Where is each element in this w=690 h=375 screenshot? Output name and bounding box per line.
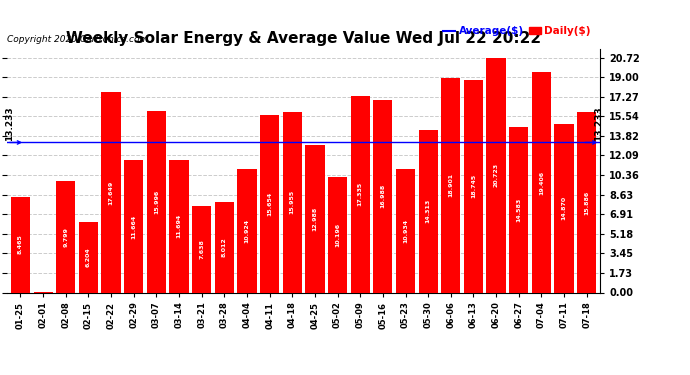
Bar [170, 160, 188, 292]
Text: 6.204: 6.204 [86, 248, 91, 267]
Bar [555, 124, 573, 292]
Bar [464, 80, 483, 292]
Bar [419, 130, 437, 292]
Bar [509, 127, 529, 292]
Bar [283, 112, 302, 292]
Text: 16.988: 16.988 [380, 184, 386, 209]
Bar [351, 96, 370, 292]
Text: 11.694: 11.694 [177, 214, 181, 238]
Text: 14.583: 14.583 [516, 198, 521, 222]
Bar [396, 168, 415, 292]
Text: 11.664: 11.664 [131, 214, 136, 238]
Bar [215, 202, 234, 292]
Text: Copyright 2020 Cartronics.com: Copyright 2020 Cartronics.com [7, 35, 148, 44]
Title: Weekly Solar Energy & Average Value Wed Jul 22 20:22: Weekly Solar Energy & Average Value Wed … [66, 31, 541, 46]
Bar [260, 115, 279, 292]
Text: 18.901: 18.901 [448, 173, 453, 197]
Text: 9.799: 9.799 [63, 227, 68, 247]
Bar [11, 196, 30, 292]
Bar [237, 169, 257, 292]
Text: 15.955: 15.955 [290, 190, 295, 214]
Text: 18.745: 18.745 [471, 174, 476, 198]
Bar [192, 206, 211, 292]
Bar [441, 78, 460, 292]
Text: 8.465: 8.465 [18, 235, 23, 255]
Legend: Average($), Daily($): Average($), Daily($) [439, 22, 595, 40]
Text: 13.233: 13.233 [5, 106, 14, 141]
Text: 17.649: 17.649 [108, 180, 114, 205]
Text: 10.934: 10.934 [403, 219, 408, 243]
Bar [124, 160, 144, 292]
Text: 10.924: 10.924 [244, 219, 250, 243]
Bar [56, 182, 75, 292]
Text: 14.870: 14.870 [562, 196, 566, 220]
Bar [328, 177, 347, 292]
Bar [486, 57, 506, 292]
Text: 15.886: 15.886 [584, 190, 589, 214]
Text: 20.723: 20.723 [493, 163, 499, 187]
Text: 12.988: 12.988 [313, 207, 317, 231]
Text: 8.012: 8.012 [221, 237, 227, 257]
Bar [532, 72, 551, 292]
Text: 15.654: 15.654 [267, 192, 272, 216]
Bar [373, 100, 393, 292]
Bar [101, 92, 121, 292]
Bar [305, 145, 324, 292]
Bar [577, 112, 596, 292]
Bar [79, 222, 98, 292]
Text: 19.406: 19.406 [539, 170, 544, 195]
Text: 14.313: 14.313 [426, 199, 431, 223]
Text: 10.196: 10.196 [335, 223, 340, 247]
Bar [147, 111, 166, 292]
Text: 7.638: 7.638 [199, 239, 204, 259]
Text: 15.996: 15.996 [154, 190, 159, 214]
Text: 17.335: 17.335 [357, 182, 363, 206]
Text: 13.233: 13.233 [593, 106, 602, 141]
